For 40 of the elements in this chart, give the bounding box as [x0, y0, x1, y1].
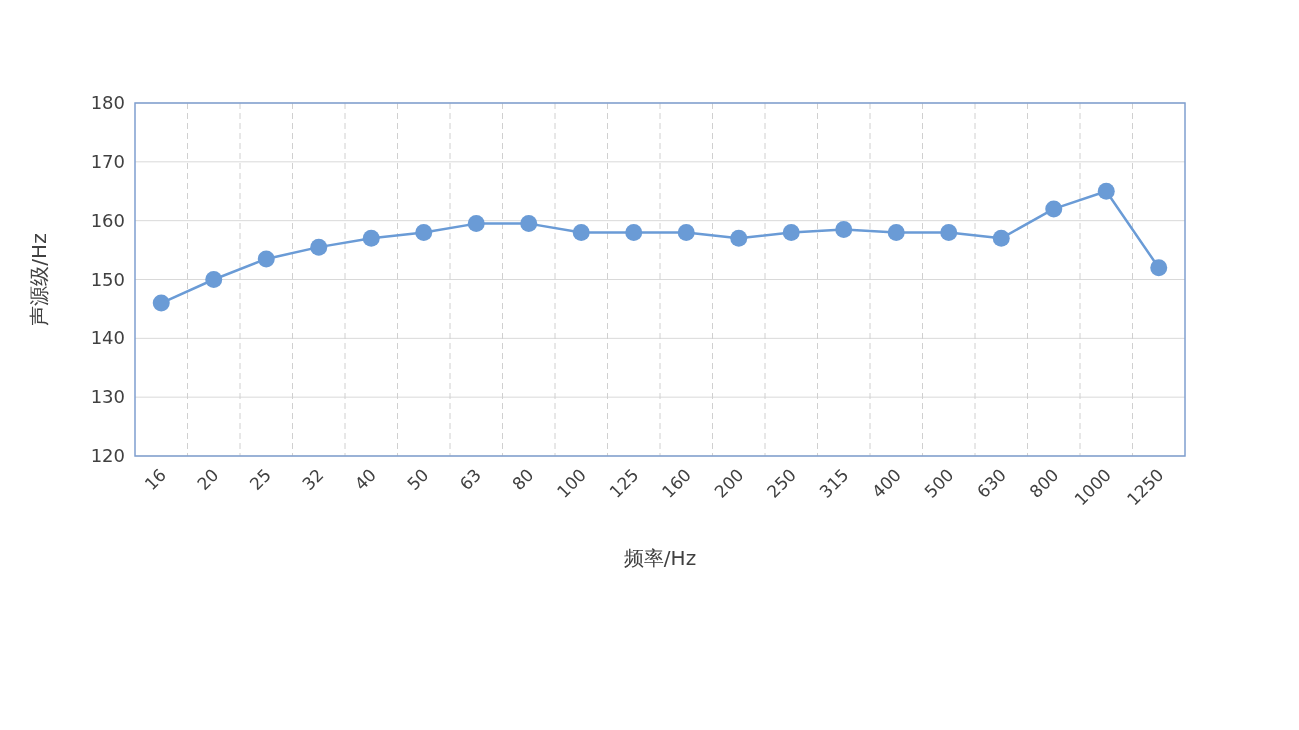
point — [520, 215, 538, 233]
point — [1045, 200, 1063, 218]
point — [1097, 182, 1115, 200]
y-tick-label: 140 — [90, 327, 125, 349]
point — [205, 271, 223, 288]
point — [677, 223, 695, 241]
point — [362, 229, 380, 247]
x-axis-title: 频率/Hz — [623, 546, 697, 570]
y-tick-label: 130 — [90, 386, 125, 408]
point — [257, 250, 275, 268]
point — [1150, 259, 1168, 277]
point — [835, 220, 853, 238]
point — [625, 223, 643, 241]
x-tick-label: 25 — [245, 464, 276, 495]
x-tick-label: 80 — [508, 464, 538, 495]
y-axis-title: 声源级/Hz — [27, 233, 51, 326]
point — [730, 229, 748, 247]
x-tick-label: 16 — [140, 464, 171, 495]
point — [467, 215, 485, 233]
x-tick-label: 32 — [298, 464, 328, 495]
y-tick-label: 180 — [90, 92, 125, 113]
point — [572, 223, 590, 241]
x-tick-label: 630 — [972, 464, 1011, 502]
x-tick-label: 800 — [1025, 464, 1063, 502]
point — [782, 223, 800, 241]
point — [887, 223, 905, 241]
y-tick-label: 120 — [90, 445, 125, 466]
point — [992, 229, 1010, 247]
x-tick-label: 40 — [350, 464, 381, 495]
x-tick-label: 50 — [403, 464, 433, 495]
x-tick-label: 400 — [867, 464, 906, 502]
x-tick-label: 20 — [193, 464, 223, 495]
y-tick-label: 150 — [90, 268, 125, 290]
point — [310, 238, 328, 256]
point — [940, 223, 958, 241]
y-tick-label: 160 — [90, 209, 125, 231]
y-tick-label: 170 — [90, 150, 125, 172]
point — [415, 223, 433, 241]
x-tick-label: 63 — [455, 464, 486, 495]
point — [152, 294, 170, 312]
